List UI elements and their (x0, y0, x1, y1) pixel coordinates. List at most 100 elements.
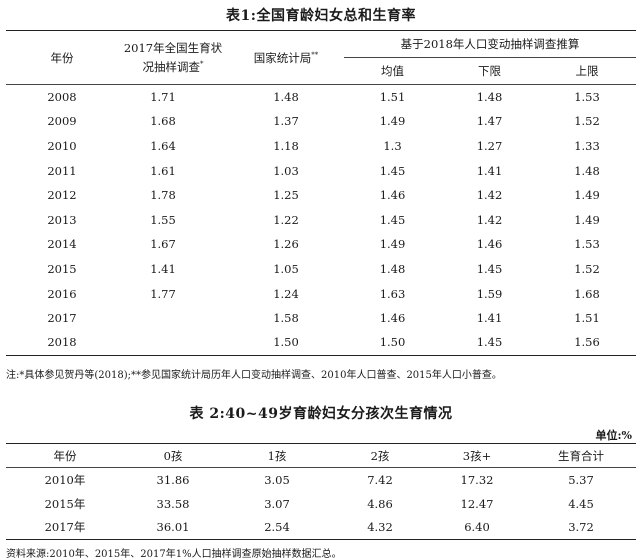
t1-row: 2009 1.68 1.37 1.49 1.47 1.52 (6, 109, 636, 134)
t1-cell-year: 2014 (47, 237, 77, 252)
t2-cell-total: 5.37 (568, 472, 594, 487)
t1-row: 2012 1.78 1.25 1.46 1.42 1.49 (6, 183, 636, 208)
t1-header-survey2017-line2-text: 况抽样调查 (142, 59, 201, 74)
t1-row: 2018 1.50 1.50 1.45 1.56 (6, 330, 637, 356)
t1-cell-nbs: 1.03 (273, 163, 299, 178)
t1-cell-survey2017: 1.67 (150, 237, 176, 252)
t1-cell-nbs: 1.24 (273, 286, 299, 301)
t1-header-nbs-mark: ** (311, 50, 319, 59)
t1-cell-nbs: 1.37 (273, 114, 299, 129)
t2-cell-total: 4.45 (568, 496, 594, 511)
t2-cell-2child: 7.42 (367, 472, 393, 487)
t1-cell-lower: 1.59 (476, 286, 503, 301)
t1-cell-survey2017 (118, 306, 228, 331)
t1-cell-year: 2011 (47, 163, 77, 178)
t1-header-survey2017-line1: 2017年全国生育状 (123, 41, 223, 56)
t2-cell-year: 2017年 (44, 520, 86, 535)
t1-row: 2015 1.41 1.05 1.48 1.45 1.52 (6, 257, 636, 282)
t1-header-survey2017-line2: 况抽样调查* (118, 56, 228, 75)
t1-row: 2010 1.64 1.18 1.3 1.27 1.33 (6, 134, 636, 159)
t2-cell-0child: 31.86 (156, 472, 190, 487)
t2-cell-2child: 4.86 (367, 496, 393, 511)
t2-header-2child: 2孩 (370, 448, 390, 463)
t1-row: 2016 1.77 1.24 1.63 1.59 1.68 (6, 281, 636, 306)
t1-cell-survey2017 (118, 330, 228, 355)
table2-title: 表 2:40~49岁育龄妇女分孩次生育情况 (189, 406, 453, 422)
t2-cell-1child: 3.05 (264, 472, 290, 487)
t1-cell-nbs: 1.50 (273, 335, 299, 350)
table1-note: 注:*具体参见贺丹等(2018);**参见国家统计局历年人口变动抽样调查、201… (6, 370, 502, 381)
t2-header-0child: 0孩 (163, 448, 183, 463)
t1-cell-year: 2012 (47, 188, 77, 203)
t1-cell-mean: 1.46 (379, 311, 406, 326)
t1-cell-year: 2013 (47, 212, 77, 227)
t2-header-year: 年份 (53, 448, 77, 463)
t1-cell-mean: 1.48 (379, 261, 406, 276)
t1-cell-nbs: 1.25 (273, 188, 299, 203)
t1-cell-lower: 1.41 (476, 163, 503, 178)
table2-source: 资料来源:2010年、2015年、2017年1%人口抽样调查原始抽样数据汇总。 (6, 549, 342, 560)
t2-cell-total: 3.72 (568, 520, 594, 535)
t2-row: 2010年 31.86 3.05 7.42 17.32 5.37 (6, 468, 636, 492)
t2-cell-3child-plus: 17.32 (460, 472, 494, 487)
t1-cell-upper: 1.52 (574, 114, 600, 129)
t1-row: 2017 1.58 1.46 1.41 1.51 (6, 306, 636, 331)
t1-cell-survey2017: 1.55 (150, 212, 176, 227)
t1-cell-lower: 1.42 (476, 212, 503, 227)
table1: 年份 2017年全国生育状 况抽样调查* 国家统计局** 基于2018年人口变动… (6, 30, 637, 356)
t2-header-total: 生育合计 (558, 448, 604, 463)
t1-header-mean: 均值 (381, 64, 404, 78)
t1-cell-mean: 1.45 (379, 212, 406, 227)
t1-cell-mean: 1.46 (379, 188, 406, 203)
t1-cell-upper: 1.52 (574, 261, 600, 276)
table2: 年份 0孩 1孩 2孩 3孩+ 生育合计 2010年 31.86 3.05 7.42 1… (6, 443, 636, 540)
t1-body: 2008 1.71 1.48 1.51 1.48 1.53 2009 1.68 1.37 1.49… (6, 84, 637, 356)
t1-cell-year: 2008 (47, 90, 77, 105)
t2-cell-2child: 4.32 (367, 520, 393, 535)
t1-row: 2008 1.71 1.48 1.51 1.48 1.53 (6, 84, 637, 110)
t1-cell-upper: 1.56 (574, 335, 600, 350)
t2-row: 2017年 36.01 2.54 4.32 6.40 3.72 (6, 516, 636, 540)
t1-row: 2014 1.67 1.26 1.49 1.46 1.53 (6, 232, 636, 257)
t1-cell-nbs: 1.05 (273, 261, 299, 276)
t1-cell-upper: 1.53 (574, 237, 600, 252)
t1-cell-lower: 1.42 (476, 188, 503, 203)
t1-cell-upper: 1.68 (574, 286, 600, 301)
t1-header-nbs-text: 国家统计局 (253, 50, 312, 65)
t1-row: 2013 1.55 1.22 1.45 1.42 1.49 (6, 207, 636, 232)
t1-header-lower: 下限 (478, 64, 501, 78)
t1-cell-survey2017: 1.77 (150, 286, 176, 301)
table1-title: 表1:全国育龄妇女总和生育率 (226, 8, 416, 24)
t1-cell-upper: 1.49 (574, 188, 600, 203)
t1-cell-lower: 1.41 (476, 311, 503, 326)
t1-header-nbs: 国家统计局** (228, 31, 344, 85)
t1-cell-upper: 1.48 (574, 163, 600, 178)
table2-unit: 单位:% (595, 429, 632, 442)
t1-cell-mean: 1.49 (379, 237, 406, 252)
t1-cell-nbs: 1.18 (273, 138, 299, 153)
t1-cell-lower: 1.45 (476, 261, 503, 276)
t1-cell-nbs: 1.58 (273, 311, 299, 326)
t1-cell-survey2017: 1.61 (150, 163, 176, 178)
t1-cell-survey2017: 1.41 (150, 261, 176, 276)
t1-cell-lower: 1.47 (476, 114, 503, 129)
t1-cell-mean: 1.45 (379, 163, 406, 178)
t1-header-year: 年份 (50, 50, 74, 65)
t1-cell-year: 2010 (47, 138, 77, 153)
t1-cell-upper: 1.53 (574, 90, 600, 105)
t1-header-group: 基于2018年人口变动抽样调查推算 (344, 30, 637, 58)
t2-cell-3child-plus: 6.40 (464, 520, 490, 535)
t2-row: 2015年 33.58 3.07 4.86 12.47 4.45 (6, 492, 636, 516)
t2-cell-0child: 36.01 (156, 520, 190, 535)
t1-cell-survey2017: 1.64 (150, 138, 176, 153)
t1-cell-year: 2009 (47, 114, 77, 129)
t2-cell-3child-plus: 12.47 (460, 496, 494, 511)
t1-cell-nbs: 1.26 (273, 237, 299, 252)
t1-cell-nbs: 1.48 (273, 90, 299, 105)
t2-cell-1child: 2.54 (264, 520, 290, 535)
t1-cell-upper: 1.51 (574, 311, 600, 326)
t2-header-1child: 1孩 (267, 448, 287, 463)
t1-header-survey2017: 2017年全国生育状 况抽样调查* (118, 31, 228, 85)
t1-cell-year: 2016 (47, 286, 77, 301)
